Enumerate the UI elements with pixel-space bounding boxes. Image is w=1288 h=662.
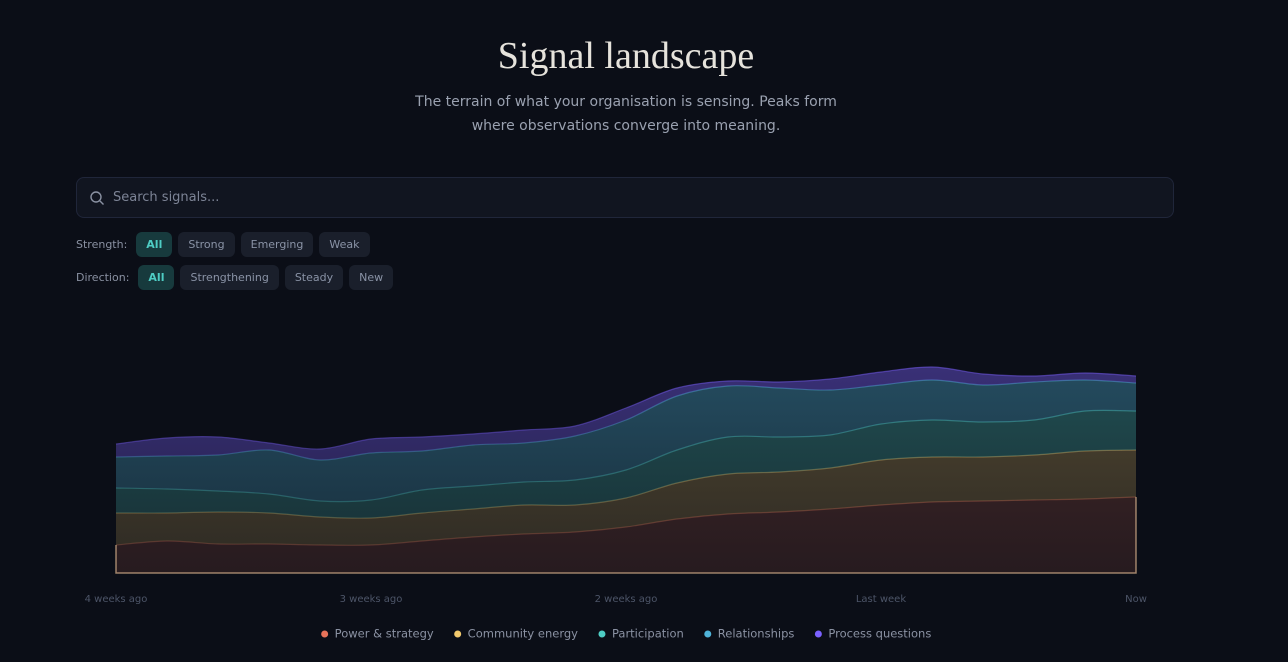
filter-chip[interactable]: Steady (284, 265, 344, 290)
filter-chip[interactable]: All (136, 232, 173, 257)
x-tick-label: 2 weeks ago (595, 594, 658, 605)
filter-chip[interactable]: New (349, 265, 394, 290)
filter-chip[interactable]: Strengthening (180, 265, 279, 290)
legend-dot (598, 630, 606, 638)
legend-label: Power & strategy (335, 627, 434, 641)
legend-label: Community energy (468, 627, 578, 641)
filter-chip[interactable]: All (138, 265, 175, 290)
search-placeholder: Search signals... (113, 190, 220, 205)
legend-dot (814, 630, 822, 638)
search-box[interactable]: Search signals... (76, 177, 1174, 218)
x-tick-label: 4 weeks ago (85, 594, 148, 605)
x-tick-label: 3 weeks ago (340, 594, 403, 605)
filter-row: Strength: All Strong Emerging Weak (76, 232, 370, 257)
legend-dot (454, 630, 462, 638)
legend-label: Relationships (718, 627, 795, 641)
x-tick-label: Last week (856, 594, 906, 605)
search-icon (90, 190, 104, 205)
x-tick-label: Now (1125, 594, 1147, 605)
filter-chip[interactable]: Strong (178, 232, 235, 257)
filter-row: Direction: All Strengthening Steady New (76, 265, 394, 290)
legend-label: Process questions (828, 627, 931, 641)
title: Signal landscape (497, 35, 755, 77)
filter-label: Strength: (76, 238, 128, 251)
legend-dot (704, 630, 712, 638)
legend: Power & strategy Community energy Particip… (321, 627, 931, 641)
shade (116, 343, 1136, 573)
legend-dot (321, 630, 329, 638)
filter-label: Direction: (76, 271, 130, 284)
filter-chip[interactable]: Emerging (240, 232, 314, 257)
frame (115, 497, 1137, 574)
legend-label: Participation (612, 627, 684, 641)
filter-chip[interactable]: Weak (319, 232, 370, 257)
subtitle: The terrain of what your organisation is… (415, 94, 837, 134)
